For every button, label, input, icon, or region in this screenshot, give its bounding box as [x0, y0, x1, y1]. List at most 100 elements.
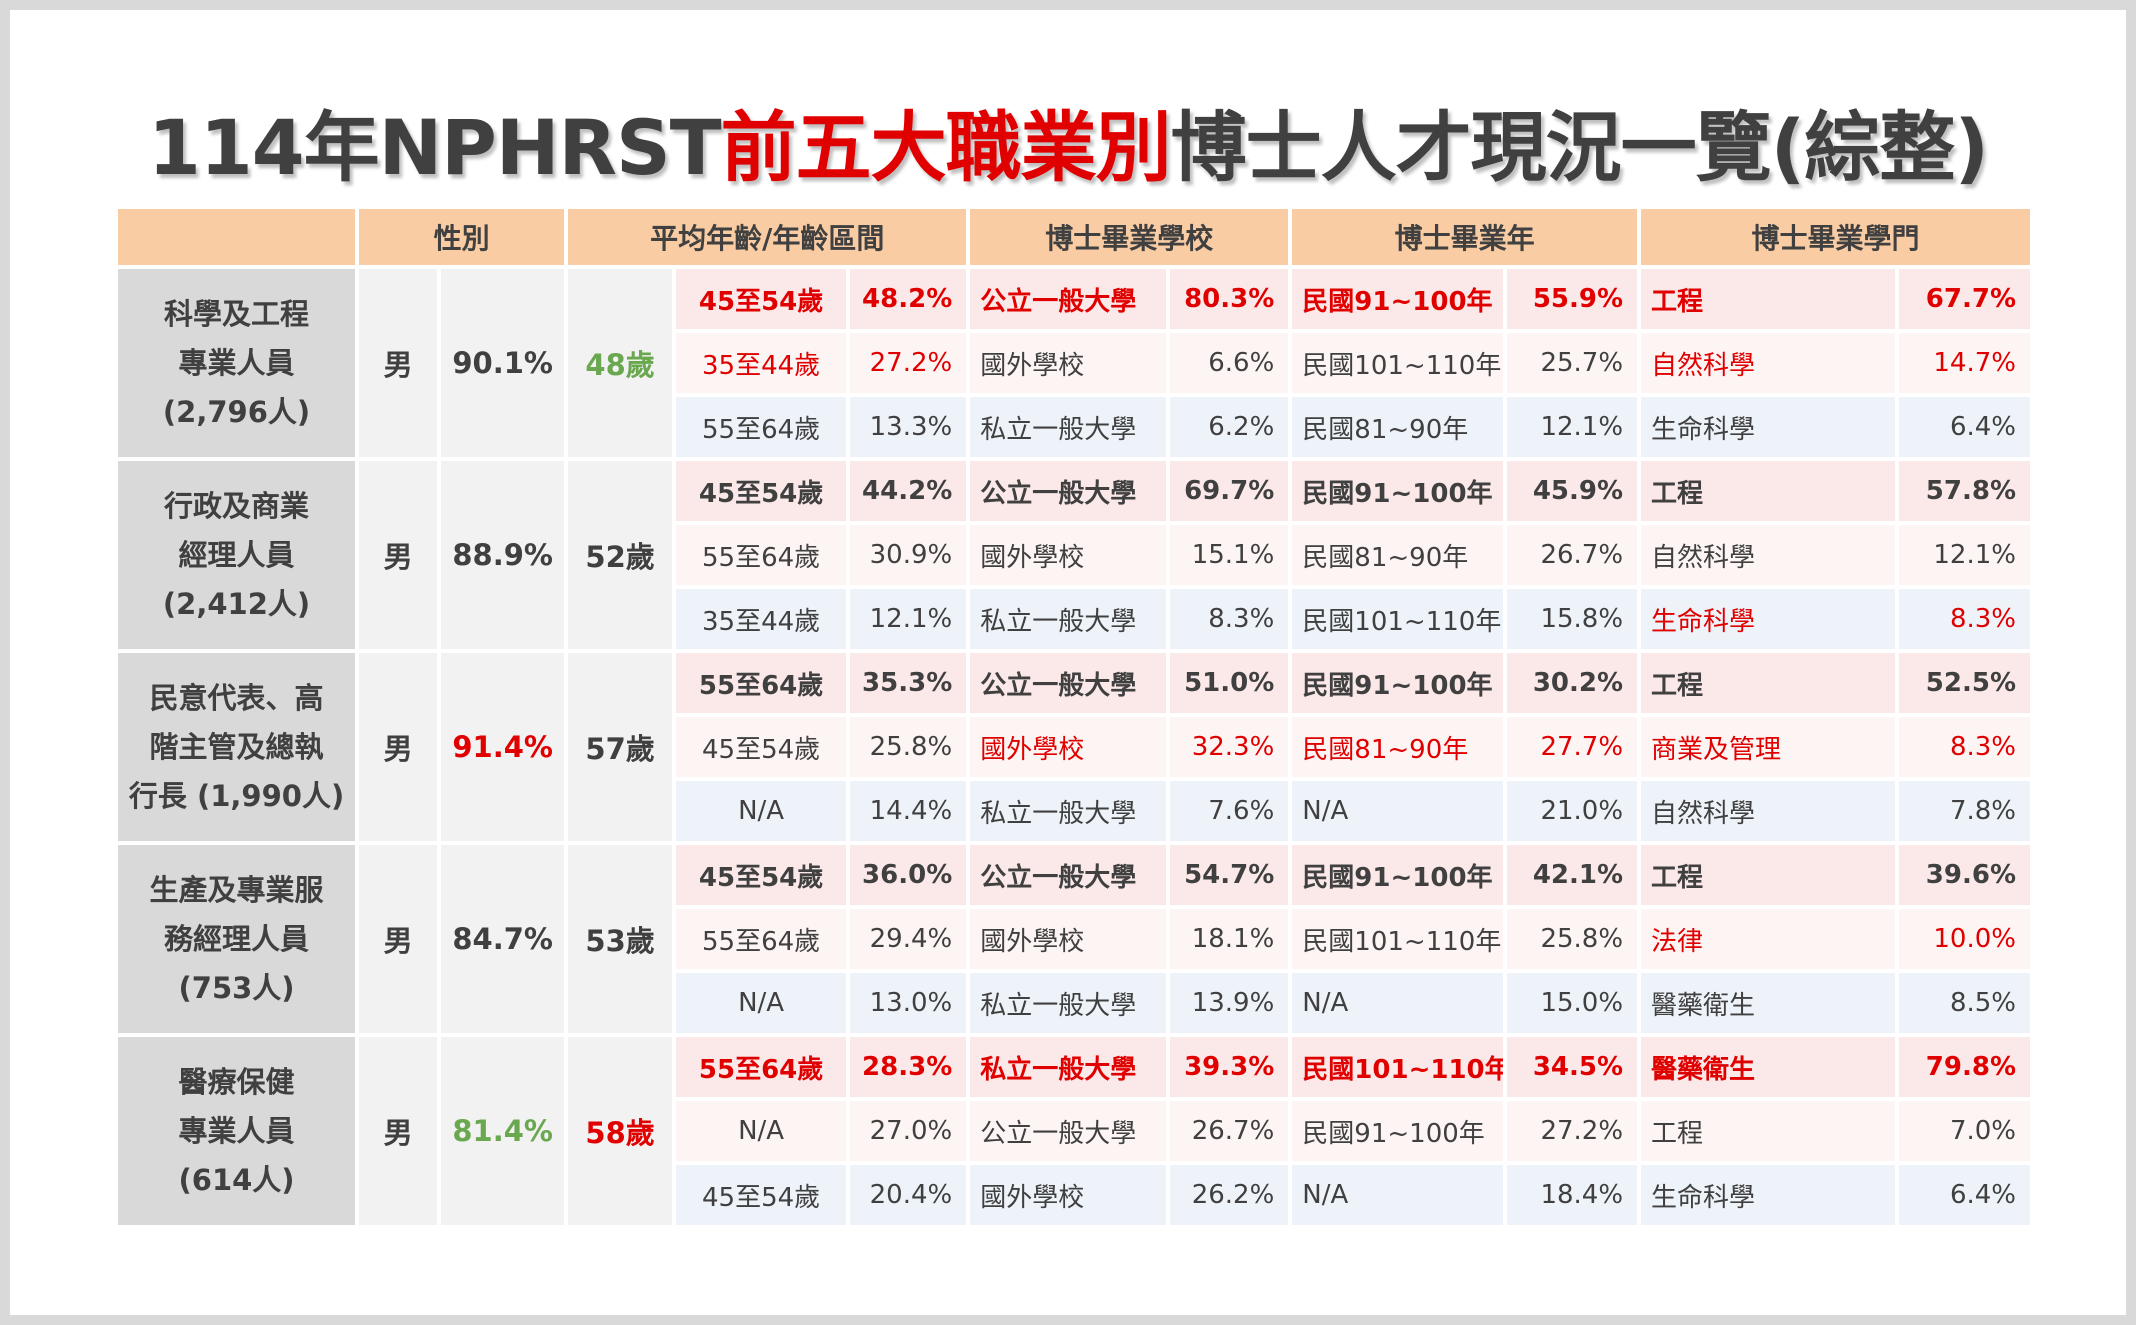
grad-year-pct-cell: 45.9%	[1506, 461, 1638, 521]
avg-age-cell: 48歲	[568, 269, 672, 457]
school-pct-cell: 54.7%	[1170, 845, 1289, 905]
grad-year-cell: 民國91~100年	[1292, 845, 1503, 905]
school-pct-cell: 69.7%	[1170, 461, 1289, 521]
age-range-cell: 55至64歲	[675, 525, 847, 585]
school-pct-cell: 6.6%	[1170, 333, 1289, 393]
field-cell: 法律	[1641, 909, 1895, 969]
slide: 114年NPHRST前五大職業別博士人才現況一覽(綜整) 性別 平均年齡/年齡區…	[10, 10, 2126, 1315]
age-range-cell: 35至44歲	[675, 589, 847, 649]
age-pct-cell: 29.4%	[850, 909, 967, 969]
field-cell: 自然科學	[1641, 781, 1895, 841]
field-cell: 商業及管理	[1641, 717, 1895, 777]
occupation-cell: 科學及工程 專業人員 (2,796人)	[118, 269, 356, 457]
grad-year-pct-cell: 55.9%	[1506, 269, 1638, 329]
school-pct-cell: 7.6%	[1170, 781, 1289, 841]
table-row: 35至44歲 27.2% 國外學校 6.6% 民國101~110年 25.7% 自然科學 14…	[118, 333, 2030, 393]
grad-year-cell: 民國91~100年	[1292, 461, 1503, 521]
field-cell: 醫藥衛生	[1641, 973, 1895, 1033]
school-cell: 公立一般大學	[970, 269, 1167, 329]
age-range-cell: 55至64歲	[675, 1037, 847, 1097]
gender-cell: 男	[359, 269, 438, 457]
field-cell: 生命科學	[1641, 397, 1895, 457]
age-range-cell: 45至54歲	[675, 269, 847, 329]
field-cell: 工程	[1641, 1101, 1895, 1161]
school-pct-cell: 8.3%	[1170, 589, 1289, 649]
field-pct-cell: 7.0%	[1898, 1101, 2030, 1161]
grad-year-cell: 民國91~100年	[1292, 1101, 1503, 1161]
school-pct-cell: 26.2%	[1170, 1165, 1289, 1225]
header-field: 博士畢業學門	[1641, 209, 2030, 265]
field-pct-cell: 6.4%	[1898, 397, 2030, 457]
table-row: N/A 27.0% 公立一般大學 26.7% 民國91~100年 27.2% 工程 7.0%	[118, 1101, 2030, 1161]
field-pct-cell: 79.8%	[1898, 1037, 2030, 1097]
school-pct-cell: 32.3%	[1170, 717, 1289, 777]
age-range-cell: N/A	[675, 781, 847, 841]
grad-year-cell: N/A	[1292, 781, 1503, 841]
age-range-cell: 55至64歲	[675, 909, 847, 969]
gender-cell: 男	[359, 1037, 438, 1225]
field-cell: 自然科學	[1641, 333, 1895, 393]
age-pct-cell: 20.4%	[850, 1165, 967, 1225]
school-cell: 國外學校	[970, 717, 1167, 777]
field-cell: 自然科學	[1641, 525, 1895, 585]
age-pct-cell: 13.3%	[850, 397, 967, 457]
field-cell: 工程	[1641, 845, 1895, 905]
table-row: N/A 13.0% 私立一般大學 13.9% N/A 15.0% 醫藥衛生 8.5%	[118, 973, 2030, 1033]
field-pct-cell: 8.3%	[1898, 589, 2030, 649]
field-cell: 工程	[1641, 461, 1895, 521]
age-range-cell: 35至44歲	[675, 333, 847, 393]
header-occupation	[118, 209, 356, 265]
table-row: 55至64歲 30.9% 國外學校 15.1% 民國81~90年 26.7% 自然科學 12.…	[118, 525, 2030, 585]
gender-cell: 男	[359, 845, 438, 1033]
field-pct-cell: 14.7%	[1898, 333, 2030, 393]
school-cell: 國外學校	[970, 525, 1167, 585]
summary-table: 性別 平均年齡/年齡區間 博士畢業學校 博士畢業年 博士畢業學門 科學及工程 專…	[114, 205, 2034, 1229]
grad-year-cell: 民國101~110年	[1292, 333, 1503, 393]
gender-pct-cell: 91.4%	[441, 653, 565, 841]
age-pct-cell: 13.0%	[850, 973, 967, 1033]
table-row: 35至44歲 12.1% 私立一般大學 8.3% 民國101~110年 15.8% 生命科學…	[118, 589, 2030, 649]
grad-year-cell: 民國81~90年	[1292, 525, 1503, 585]
avg-age-cell: 57歲	[568, 653, 672, 841]
age-range-cell: N/A	[675, 1101, 847, 1161]
gender-pct-cell: 84.7%	[441, 845, 565, 1033]
header-row: 性別 平均年齡/年齡區間 博士畢業學校 博士畢業年 博士畢業學門	[118, 209, 2030, 265]
school-pct-cell: 26.7%	[1170, 1101, 1289, 1161]
page-title: 114年NPHRST前五大職業別博士人才現況一覽(綜整)	[10, 86, 2126, 196]
table-row: 行政及商業 經理人員 (2,412人) 男 88.9% 52歲 45至54歲 44.2% 公…	[118, 461, 2030, 649]
field-pct-cell: 6.4%	[1898, 1165, 2030, 1225]
age-pct-cell: 36.0%	[850, 845, 967, 905]
grad-year-pct-cell: 21.0%	[1506, 781, 1638, 841]
occupation-cell: 行政及商業 經理人員 (2,412人)	[118, 461, 356, 649]
grad-year-cell: 民國81~90年	[1292, 397, 1503, 457]
table-row: 生產及專業服 務經理人員 (753人) 男 84.7% 53歲 45至54歲 36.0% 公…	[118, 845, 2030, 1033]
field-pct-cell: 8.5%	[1898, 973, 2030, 1033]
age-pct-cell: 28.3%	[850, 1037, 967, 1097]
grad-year-pct-cell: 18.4%	[1506, 1165, 1638, 1225]
grad-year-cell: 民國101~110年	[1292, 909, 1503, 969]
header-year: 博士畢業年	[1292, 209, 1638, 265]
avg-age-cell: 52歲	[568, 461, 672, 649]
school-cell: 私立一般大學	[970, 397, 1167, 457]
grad-year-cell: 民國91~100年	[1292, 269, 1503, 329]
grad-year-cell: 民國101~110年	[1292, 589, 1503, 649]
school-cell: 私立一般大學	[970, 781, 1167, 841]
grad-year-cell: N/A	[1292, 973, 1503, 1033]
school-cell: 公立一般大學	[970, 845, 1167, 905]
field-cell: 醫藥衛生	[1641, 1037, 1895, 1097]
grad-year-pct-cell: 25.7%	[1506, 333, 1638, 393]
title-highlight: 前五大職業別	[720, 103, 1172, 192]
age-pct-cell: 27.2%	[850, 333, 967, 393]
age-range-cell: 55至64歲	[675, 397, 847, 457]
gender-pct-cell: 88.9%	[441, 461, 565, 649]
field-cell: 生命科學	[1641, 589, 1895, 649]
field-pct-cell: 12.1%	[1898, 525, 2030, 585]
field-pct-cell: 39.6%	[1898, 845, 2030, 905]
gender-pct-cell: 90.1%	[441, 269, 565, 457]
age-pct-cell: 35.3%	[850, 653, 967, 713]
age-range-cell: 55至64歲	[675, 653, 847, 713]
field-cell: 生命科學	[1641, 1165, 1895, 1225]
school-cell: 國外學校	[970, 1165, 1167, 1225]
grad-year-pct-cell: 15.0%	[1506, 973, 1638, 1033]
title-suffix: 博士人才現況一覽(綜整)	[1170, 103, 1989, 192]
